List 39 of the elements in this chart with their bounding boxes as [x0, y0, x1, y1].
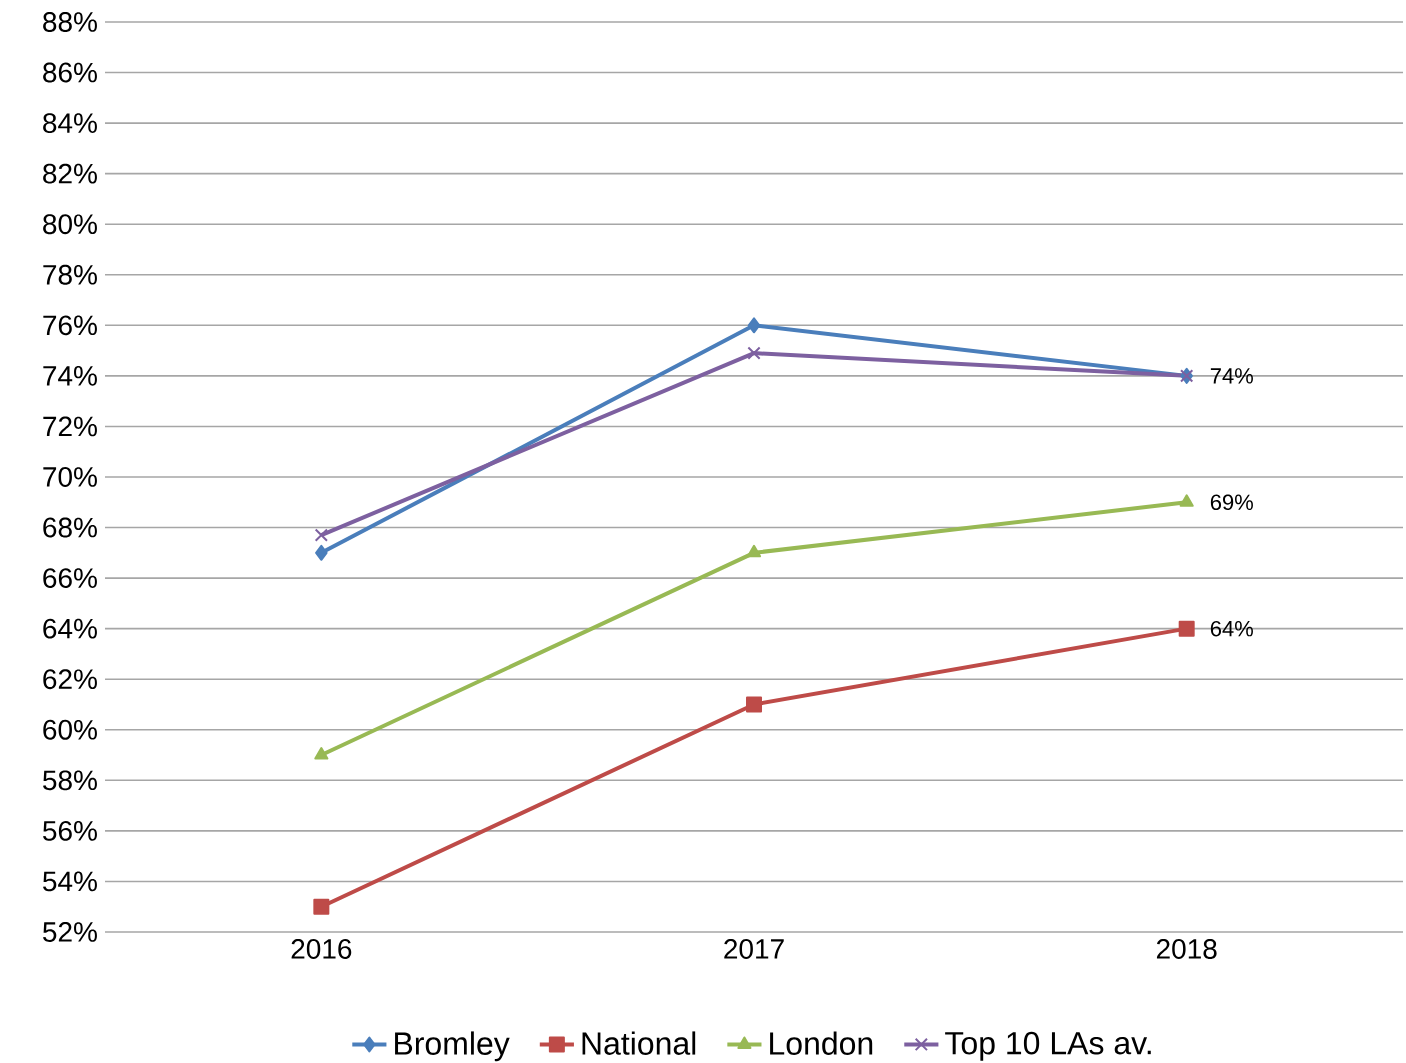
y-tick-label: 60%: [43, 719, 97, 740]
point: [747, 317, 761, 334]
y-tick-label: 80%: [43, 214, 97, 235]
point: [314, 528, 328, 542]
y-tick-label: 78%: [43, 264, 97, 285]
y-tick-label: 54%: [43, 871, 97, 892]
legend-label: National: [582, 1031, 696, 1055]
y-tick-label: 52%: [43, 922, 97, 942]
x-tick-label: 2017: [724, 939, 784, 959]
y-tick-label: 70%: [43, 467, 97, 487]
point: [747, 346, 761, 360]
y-tick-label: 82%: [43, 163, 97, 184]
y-tick-label: 62%: [43, 669, 97, 690]
y-tick-label: 66%: [43, 568, 97, 589]
point: [1178, 620, 1195, 637]
data-label: 64%: [1210, 620, 1253, 637]
data-label: 69%: [1210, 494, 1253, 511]
point: [746, 696, 763, 713]
y-tick-label: 58%: [43, 770, 97, 791]
y-tick-label: 84%: [43, 113, 97, 134]
y-tick-label: 72%: [43, 416, 97, 437]
point: [313, 898, 330, 915]
x-tick-label: 2018: [1156, 939, 1217, 959]
point: [314, 747, 329, 760]
data-label: 74%: [1210, 368, 1253, 384]
legend-label: London: [770, 1031, 873, 1055]
y-tick-label: 86%: [43, 62, 97, 83]
y-tick-label: 76%: [43, 315, 97, 336]
x-tick-label: 2016: [291, 939, 352, 959]
legend-label: Top 10 LAs av.: [945, 1031, 1151, 1061]
y-tick-label: 74%: [43, 366, 97, 386]
point: [746, 544, 762, 558]
y-tick-label: 68%: [43, 517, 97, 538]
y-tick-label: 56%: [43, 820, 97, 841]
y-tick-label: 88%: [43, 12, 97, 32]
point: [315, 544, 328, 561]
point: [1179, 494, 1194, 507]
y-tick-label: 64%: [43, 618, 97, 639]
legend-label: Bromley: [395, 1031, 510, 1062]
